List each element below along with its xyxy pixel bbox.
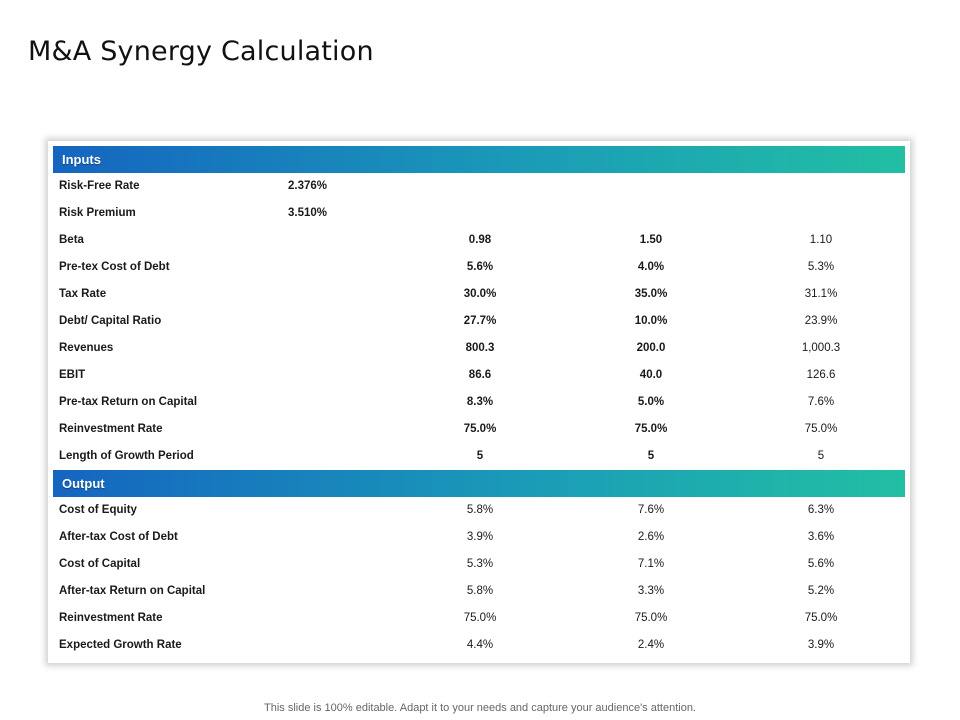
row-label: Cost of Equity — [59, 504, 137, 516]
cell-col-2: 7.1% — [637, 558, 665, 570]
cell-col-1: 75.0% — [463, 423, 497, 435]
cell-col-2: 7.6% — [637, 504, 665, 516]
inputs-rows: Risk-Free Rate 2.376% Risk Premium 3.510% … — [53, 173, 905, 470]
row-label: Cost of Capital — [59, 558, 141, 570]
cell-col-3: 5 — [817, 450, 825, 462]
cell-col-3: 5.6% — [807, 558, 835, 570]
cell-col-1: 5 — [476, 450, 484, 462]
cell-col-3: 5.3% — [807, 261, 835, 273]
row-label: Beta — [59, 234, 84, 246]
table-row: Beta 0.98 1.50 1.10 — [53, 227, 905, 254]
cell-col-3: 3.9% — [807, 639, 835, 651]
cell-col-2: 2.4% — [637, 639, 665, 651]
row-label: Reinvestment Rate — [59, 612, 163, 624]
cell-col-3: 75.0% — [804, 423, 838, 435]
table-row: Risk Premium 3.510% — [53, 200, 905, 227]
table-row: Risk-Free Rate 2.376% — [53, 173, 905, 200]
cell-col-2: 5.0% — [637, 396, 665, 408]
cell-col-1: 5.6% — [466, 261, 494, 273]
row-label: After-tax Return on Capital — [59, 585, 206, 597]
row-label: After-tax Cost of Debt — [59, 531, 178, 543]
table-row: Reinvestment Rate 75.0% 75.0% 75.0% — [53, 605, 905, 632]
cell-col-3: 126.6 — [806, 369, 836, 381]
cell-col-1: 5.8% — [466, 504, 494, 516]
cell-col-3: 31.1% — [804, 288, 838, 300]
row-label: Tax Rate — [59, 288, 107, 300]
cell-col-3: 23.9% — [804, 315, 838, 327]
cell-col-2: 75.0% — [634, 423, 668, 435]
cell-col-1: 86.6 — [468, 369, 492, 381]
cell-col-3: 6.3% — [807, 504, 835, 516]
cell-col-2: 2.6% — [637, 531, 665, 543]
row-label: Debt/ Capital Ratio — [59, 315, 162, 327]
cell-col-2: 4.0% — [637, 261, 665, 273]
cell-col-2: 1.50 — [639, 234, 663, 246]
row-label: EBIT — [59, 369, 86, 381]
table-row: After-tax Cost of Debt 3.9% 2.6% 3.6% — [53, 524, 905, 551]
cell-col-2: 5 — [647, 450, 655, 462]
inputs-section-header: Inputs — [53, 146, 905, 173]
table-row: Expected Growth Rate 4.4% 2.4% 3.9% — [53, 632, 905, 659]
row-label: Reinvestment Rate — [59, 423, 163, 435]
row-label: Revenues — [59, 342, 114, 354]
cell-col-3: 3.6% — [807, 531, 835, 543]
cell-col-3: 5.2% — [807, 585, 835, 597]
cell-col-1: 3.9% — [466, 531, 494, 543]
cell-col-1: 0.98 — [468, 234, 492, 246]
cell-col-2: 10.0% — [634, 315, 668, 327]
table-row: Pre-tax Return on Capital 8.3% 5.0% 7.6% — [53, 389, 905, 416]
output-rows: Cost of Equity 5.8% 7.6% 6.3% After-tax Cos… — [53, 497, 905, 659]
table-row: Cost of Capital 5.3% 7.1% 5.6% — [53, 551, 905, 578]
row-label: Length of Growth Period — [59, 450, 194, 462]
cell-col-2: 3.3% — [637, 585, 665, 597]
table-row: Reinvestment Rate 75.0% 75.0% 75.0% — [53, 416, 905, 443]
output-section-header: Output — [53, 470, 905, 497]
cell-col-3: 1,000.3 — [801, 342, 841, 354]
cell-col-2: 75.0% — [634, 612, 668, 624]
row-value: 3.510% — [288, 207, 328, 219]
cell-col-3: 1.10 — [809, 234, 833, 246]
cell-col-1: 30.0% — [463, 288, 497, 300]
cell-col-1: 5.8% — [466, 585, 494, 597]
table-row: EBIT 86.6 40.0 126.6 — [53, 362, 905, 389]
footer-note: This slide is 100% editable. Adapt it to… — [264, 702, 696, 714]
cell-col-3: 75.0% — [804, 612, 838, 624]
cell-col-1: 8.3% — [466, 396, 494, 408]
row-value: 2.376% — [288, 180, 328, 192]
table-row: Length of Growth Period 5 5 5 — [53, 443, 905, 470]
table-row: Tax Rate 30.0% 35.0% 31.1% — [53, 281, 905, 308]
cell-col-1: 5.3% — [466, 558, 494, 570]
table-row: Pre-tex Cost of Debt 5.6% 4.0% 5.3% — [53, 254, 905, 281]
cell-col-2: 200.0 — [636, 342, 666, 354]
cell-col-1: 800.3 — [465, 342, 495, 354]
cell-col-3: 7.6% — [807, 396, 835, 408]
cell-col-2: 40.0 — [639, 369, 663, 381]
table-row: After-tax Return on Capital 5.8% 3.3% 5.2% — [53, 578, 905, 605]
cell-col-1: 27.7% — [463, 315, 497, 327]
table-row: Cost of Equity 5.8% 7.6% 6.3% — [53, 497, 905, 524]
synergy-table-card: Inputs Risk-Free Rate 2.376% Risk Premium… — [48, 141, 910, 663]
row-label: Pre-tex Cost of Debt — [59, 261, 170, 273]
page-title: M&A Synergy Calculation — [28, 36, 374, 67]
table-row: Revenues 800.3 200.0 1,000.3 — [53, 335, 905, 362]
row-label: Risk Premium — [59, 207, 136, 219]
row-label: Risk-Free Rate — [59, 180, 140, 192]
row-label: Pre-tax Return on Capital — [59, 396, 198, 408]
cell-col-1: 75.0% — [463, 612, 497, 624]
table-row: Debt/ Capital Ratio 27.7% 10.0% 23.9% — [53, 308, 905, 335]
row-label: Expected Growth Rate — [59, 639, 182, 651]
cell-col-1: 4.4% — [466, 639, 494, 651]
cell-col-2: 35.0% — [634, 288, 668, 300]
